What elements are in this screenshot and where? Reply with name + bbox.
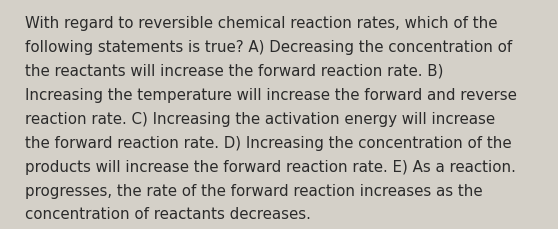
Text: reaction rate. C) Increasing the activation energy will increase: reaction rate. C) Increasing the activat… bbox=[25, 111, 496, 126]
Text: With regard to reversible chemical reaction rates, which of the: With regard to reversible chemical react… bbox=[25, 16, 498, 31]
Text: following statements is true? A) Decreasing the concentration of: following statements is true? A) Decreas… bbox=[25, 40, 512, 55]
Text: Increasing the temperature will increase the forward and reverse: Increasing the temperature will increase… bbox=[25, 87, 517, 102]
Text: the reactants will increase the forward reaction rate. B): the reactants will increase the forward … bbox=[25, 64, 444, 79]
Text: concentration of reactants decreases.: concentration of reactants decreases. bbox=[25, 207, 311, 221]
Text: products will increase the forward reaction rate. E) As a reaction.: products will increase the forward react… bbox=[25, 159, 516, 174]
Text: the forward reaction rate. D) Increasing the concentration of the: the forward reaction rate. D) Increasing… bbox=[25, 135, 512, 150]
Text: progresses, the rate of the forward reaction increases as the: progresses, the rate of the forward reac… bbox=[25, 183, 483, 198]
